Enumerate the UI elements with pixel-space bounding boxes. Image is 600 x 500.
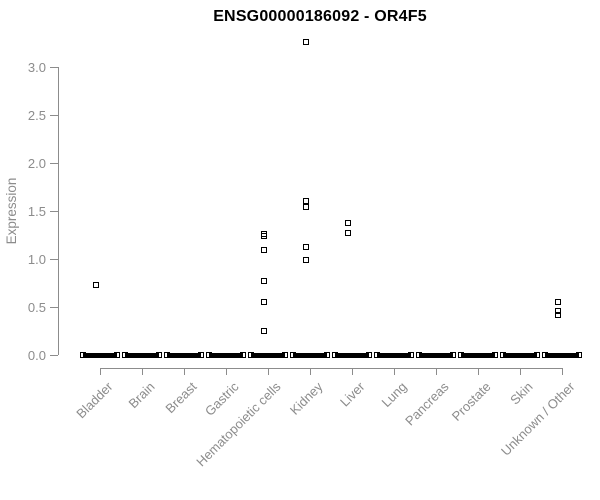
data-point [261,299,267,306]
data-point [261,278,267,285]
zero-values-cluster [377,352,411,358]
y-tick-label: 3.0 [27,60,46,76]
y-tick-label: 1.5 [27,203,46,219]
data-point-zero [248,352,254,358]
zero-values-cluster [83,352,117,358]
zero-values-cluster [545,352,579,358]
y-tick-label: 0.5 [27,299,46,315]
data-point-zero [240,352,246,358]
y-tick-label: 0.0 [27,347,46,363]
data-point [345,229,351,236]
x-tick [351,368,353,375]
data-point-zero [114,352,120,358]
zero-values-cluster [419,352,453,358]
y-tick-label: 1.0 [27,251,46,267]
data-point-zero [416,352,422,358]
data-point [303,257,309,264]
x-tick [309,368,311,375]
data-point-zero [542,352,548,358]
data-point [555,299,561,306]
y-tick [50,210,58,212]
zero-values-cluster [167,352,201,358]
y-tick [50,354,58,356]
data-point-zero [206,352,212,358]
data-point-zero [500,352,506,358]
data-point-zero [122,352,128,358]
y-tick [50,163,58,165]
data-point [93,282,99,289]
x-tick [561,368,563,375]
zero-values-cluster [335,352,369,358]
y-tick [50,306,58,308]
x-tick [519,368,521,375]
data-point-zero [450,352,456,358]
zero-values-cluster [293,352,327,358]
data-point-zero [492,352,498,358]
x-tick [393,368,395,375]
data-point-zero [290,352,296,358]
zero-values-cluster [503,352,537,358]
data-point [303,197,309,204]
x-axis-line [100,368,563,369]
zero-values-cluster [125,352,159,358]
data-point-zero [366,352,372,358]
data-point-zero [164,352,170,358]
x-tick [183,368,185,375]
y-tick-label: 2.5 [27,108,46,124]
data-point [303,243,309,250]
x-tick [267,368,269,375]
data-point-zero [324,352,330,358]
data-point-zero [198,352,204,358]
data-point-zero [332,352,338,358]
x-tick [99,368,101,375]
data-point-zero [458,352,464,358]
y-axis-line [58,67,59,356]
zero-values-cluster [461,352,495,358]
zero-values-cluster [251,352,285,358]
data-point-zero [408,352,414,358]
data-point-zero [156,352,162,358]
y-tick [50,67,58,69]
x-tick [435,368,437,375]
data-point [261,246,267,253]
data-point [261,328,267,335]
data-point-zero [374,352,380,358]
y-tick [50,115,58,117]
data-point [303,39,309,46]
data-point [303,203,309,210]
x-tick [141,368,143,375]
y-tick [50,258,58,260]
data-point [261,233,267,240]
data-point-zero [282,352,288,358]
x-tick [477,368,479,375]
data-point-zero [80,352,86,358]
data-point [345,219,351,226]
data-point-zero [534,352,540,358]
data-point-zero [576,352,582,358]
chart-title: ENSG00000186092 - OR4F5 [213,8,427,25]
data-point [555,307,561,314]
x-tick [225,368,227,375]
data-point [555,311,561,318]
y-tick-label: 2.0 [27,156,46,172]
zero-values-cluster [209,352,243,358]
